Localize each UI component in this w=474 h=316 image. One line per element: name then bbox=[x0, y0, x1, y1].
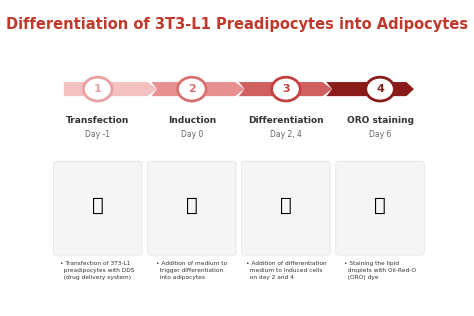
FancyBboxPatch shape bbox=[242, 161, 330, 255]
Text: Transfection: Transfection bbox=[66, 116, 129, 125]
Text: • Addition of medium to
  trigger differentiation
  into adipocytes: • Addition of medium to trigger differen… bbox=[156, 261, 228, 280]
Text: 2: 2 bbox=[188, 84, 196, 94]
Text: 🧴: 🧴 bbox=[280, 196, 292, 215]
Text: Induction: Induction bbox=[168, 116, 216, 125]
Text: • Staining the lipid
  droplets with Oil-Red-O
  (ORO) dye: • Staining the lipid droplets with Oil-R… bbox=[344, 261, 416, 280]
Circle shape bbox=[83, 77, 112, 101]
Circle shape bbox=[178, 77, 206, 101]
Text: 💉: 💉 bbox=[186, 196, 198, 215]
Circle shape bbox=[366, 77, 394, 101]
Text: 🔬: 🔬 bbox=[374, 196, 386, 215]
Polygon shape bbox=[327, 82, 414, 96]
Text: Day -1: Day -1 bbox=[85, 130, 110, 139]
Text: Day 0: Day 0 bbox=[181, 130, 203, 139]
Text: • Addition of differentiation
  medium to induced cells
  on day 2 and 4: • Addition of differentiation medium to … bbox=[246, 261, 326, 280]
Text: • Transfection of 3T3-L1
  preadipocytes with DDS
  (drug delivery system): • Transfection of 3T3-L1 preadipocytes w… bbox=[61, 261, 135, 280]
Polygon shape bbox=[64, 82, 157, 96]
Text: 1: 1 bbox=[94, 84, 101, 94]
FancyBboxPatch shape bbox=[54, 161, 142, 255]
Circle shape bbox=[272, 77, 300, 101]
Text: Day 6: Day 6 bbox=[369, 130, 391, 139]
Polygon shape bbox=[151, 82, 245, 96]
Text: Differentiation: Differentiation bbox=[248, 116, 324, 125]
Polygon shape bbox=[239, 82, 332, 96]
FancyBboxPatch shape bbox=[336, 161, 424, 255]
FancyBboxPatch shape bbox=[147, 161, 236, 255]
Text: Day 2, 4: Day 2, 4 bbox=[270, 130, 302, 139]
Text: ORO staining: ORO staining bbox=[346, 116, 413, 125]
Text: 🧪: 🧪 bbox=[92, 196, 104, 215]
Text: 3: 3 bbox=[282, 84, 290, 94]
Text: Differentiation of 3T3-L1 Preadipocytes into Adipocytes: Differentiation of 3T3-L1 Preadipocytes … bbox=[6, 17, 468, 32]
Text: 4: 4 bbox=[376, 84, 384, 94]
